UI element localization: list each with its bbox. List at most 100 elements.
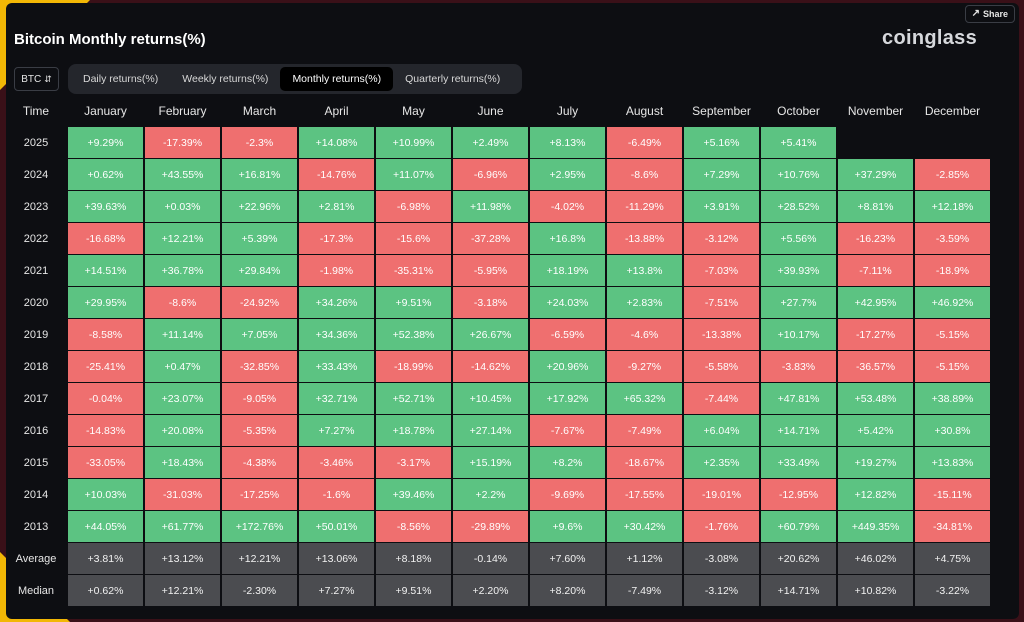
return-cell: +33.49% — [761, 447, 836, 478]
column-header: June — [477, 104, 504, 118]
return-cell: -9.69% — [530, 479, 605, 510]
return-cell: -7.11% — [838, 255, 913, 286]
return-cell: +27.7% — [761, 287, 836, 318]
column-header: January — [84, 104, 127, 118]
tab-quarterly-returns[interactable]: Quarterly returns(%) — [405, 73, 501, 85]
table-row: 2018 -25.41% +0.47% -32.85% +33.43% -18.99% -1… — [6, 351, 992, 382]
return-cell: -5.58% — [684, 351, 759, 382]
year-label: 2016 — [23, 424, 49, 437]
return-cell: +29.84% — [222, 255, 297, 286]
return-cell: -8.56% — [376, 511, 451, 542]
return-cell: +43.55% — [145, 159, 220, 190]
asset-select[interactable]: BTC ⇵ — [14, 67, 59, 91]
summary-cell: +13.12% — [145, 543, 220, 574]
return-cell: -7.51% — [684, 287, 759, 318]
summary-cell: -2.30% — [222, 575, 297, 606]
return-cell: -3.46% — [299, 447, 374, 478]
return-cell: +53.48% — [838, 383, 913, 414]
summary-cell: +1.12% — [607, 543, 682, 574]
return-cell: +15.19% — [453, 447, 528, 478]
return-cell: +2.2% — [453, 479, 528, 510]
return-cell: -12.95% — [761, 479, 836, 510]
return-cell: +18.43% — [145, 447, 220, 478]
summary-row: Average +3.81% +13.12% +12.21% +13.06% +8.18%… — [6, 543, 992, 574]
return-cell: -8.58% — [68, 319, 143, 350]
return-cell: -2.3% — [222, 127, 297, 158]
return-cell: -17.55% — [607, 479, 682, 510]
table-row: 2019 -8.58% +11.14% +7.05% +34.36% +52.38% +26… — [6, 319, 992, 350]
summary-label: Median — [17, 584, 55, 597]
return-cell: -1.98% — [299, 255, 374, 286]
return-cell: -9.05% — [222, 383, 297, 414]
return-cell: +47.81% — [761, 383, 836, 414]
return-cell: +3.91% — [684, 191, 759, 222]
return-cell: +13.83% — [915, 447, 990, 478]
return-cell: +9.6% — [530, 511, 605, 542]
return-cell: -16.23% — [838, 223, 913, 254]
return-cell: +34.36% — [299, 319, 374, 350]
year-label: 2015 — [23, 456, 49, 469]
return-cell: +12.21% — [145, 223, 220, 254]
year-label: 2013 — [23, 520, 49, 533]
return-cell: +39.63% — [68, 191, 143, 222]
return-cell: +5.42% — [838, 415, 913, 446]
return-cell: +5.16% — [684, 127, 759, 158]
table-row: 2017 -0.04% +23.07% -9.05% +32.71% +52.71% +10… — [6, 383, 992, 414]
return-cell: +2.81% — [299, 191, 374, 222]
return-cell: +18.19% — [530, 255, 605, 286]
summary-cell: +0.62% — [68, 575, 143, 606]
return-cell: +14.71% — [761, 415, 836, 446]
return-cell: +9.51% — [376, 287, 451, 318]
return-cell: -6.59% — [530, 319, 605, 350]
table-row: 2015 -33.05% +18.43% -4.38% -3.46% -3.17% +15.… — [6, 447, 992, 478]
return-cell: -14.76% — [299, 159, 374, 190]
return-cell: -3.17% — [376, 447, 451, 478]
return-cell: -18.67% — [607, 447, 682, 478]
return-cell: +28.52% — [761, 191, 836, 222]
summary-cell: +4.75% — [915, 543, 990, 574]
return-cell: -6.96% — [453, 159, 528, 190]
return-cell: +0.62% — [68, 159, 143, 190]
return-cell: +37.29% — [838, 159, 913, 190]
tab-daily-returns[interactable]: Daily returns(%) — [83, 73, 159, 85]
return-cell: -0.04% — [68, 383, 143, 414]
table-row: 2014 +10.03% -31.03% -17.25% -1.6% +39.46% +2.… — [6, 479, 992, 510]
table-row: 2016 -14.83% +20.08% -5.35% +7.27% +18.78% +27… — [6, 415, 992, 446]
return-cell: +11.98% — [453, 191, 528, 222]
table-row: 2024 +0.62% +43.55% +16.81% -14.76% +11.07% -6… — [6, 159, 992, 190]
asset-select-value: BTC — [21, 73, 42, 85]
return-cell: +52.71% — [376, 383, 451, 414]
return-cell: -7.49% — [607, 415, 682, 446]
return-cell: +6.04% — [684, 415, 759, 446]
return-cell: +46.92% — [915, 287, 990, 318]
return-cell: +0.03% — [145, 191, 220, 222]
return-cell: -4.38% — [222, 447, 297, 478]
return-cell: -4.6% — [607, 319, 682, 350]
return-cell: -11.29% — [607, 191, 682, 222]
tab-weekly-returns[interactable]: Weekly returns(%) — [182, 73, 269, 85]
column-header: July — [556, 104, 579, 118]
summary-cell: -3.12% — [684, 575, 759, 606]
share-button[interactable]: ↗ Share — [964, 5, 1015, 23]
return-cell: +10.99% — [376, 127, 451, 158]
return-cell: +27.14% — [453, 415, 528, 446]
return-cell: -6.98% — [376, 191, 451, 222]
return-cell: -4.02% — [530, 191, 605, 222]
return-cell: +11.07% — [376, 159, 451, 190]
return-cell: +7.29% — [684, 159, 759, 190]
summary-cell: +13.06% — [299, 543, 374, 574]
return-cell: +8.13% — [530, 127, 605, 158]
summary-cell: +20.62% — [761, 543, 836, 574]
table-row: 2013 +44.05% +61.77% +172.76% +50.01% -8.56% -… — [6, 511, 992, 542]
return-cell: +9.29% — [68, 127, 143, 158]
year-label: 2022 — [23, 232, 49, 245]
column-header: August — [625, 104, 664, 118]
tab-monthly-returns[interactable]: Monthly returns(%) — [280, 67, 394, 91]
return-cell: -3.59% — [915, 223, 990, 254]
return-cell: +0.47% — [145, 351, 220, 382]
return-cell: +18.78% — [376, 415, 451, 446]
return-cell: +29.95% — [68, 287, 143, 318]
return-cell: -1.6% — [299, 479, 374, 510]
return-cell: +22.96% — [222, 191, 297, 222]
return-cell — [838, 127, 913, 158]
